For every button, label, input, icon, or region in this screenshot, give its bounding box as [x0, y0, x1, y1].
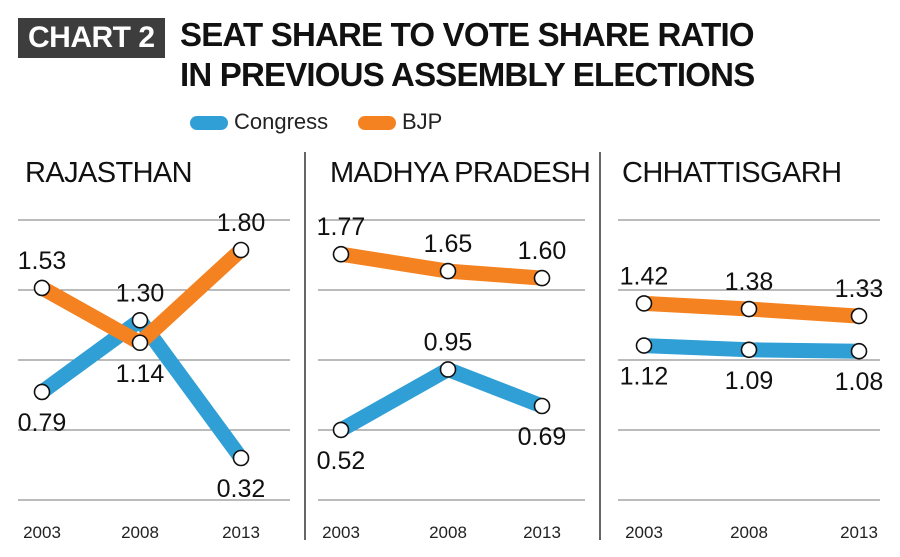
data-point-rajasthan-bjp-2013 [232, 241, 250, 259]
data-label-madhya-pradesh-bjp-2013: 1.60 [518, 237, 567, 265]
data-point-madhya-pradesh-bjp-2003 [332, 245, 350, 263]
x-tick-label-madhya-pradesh-2003: 2003 [322, 523, 360, 542]
data-point-rajasthan-bjp-2008 [131, 334, 149, 352]
data-label-madhya-pradesh-bjp-2008: 1.65 [424, 230, 473, 258]
data-label-rajasthan-congress-2003: 0.79 [18, 409, 67, 437]
legend-label-congress: Congress [234, 109, 329, 134]
legend-swatch-congress [190, 116, 228, 130]
data-point-chhattisgarh-congress-2003 [635, 337, 653, 354]
data-point-madhya-pradesh-congress-2008 [439, 361, 457, 378]
data-point-chhattisgarh-bjp-2003 [635, 295, 653, 312]
x-tick-label-madhya-pradesh-2008: 2008 [429, 523, 467, 542]
data-point-madhya-pradesh-congress-2003 [332, 421, 350, 439]
panel-title-madhya-pradesh: MADHYA PRADESH [330, 157, 590, 189]
data-point-rajasthan-congress-2008 [131, 311, 149, 329]
data-label-chhattisgarh-bjp-2013: 1.33 [835, 275, 884, 303]
chart-title-line-1: SEAT SHARE TO VOTE SHARE RATIO [180, 16, 755, 53]
x-tick-label-madhya-pradesh-2013: 2013 [523, 523, 561, 542]
data-label-chhattisgarh-bjp-2008: 1.38 [725, 268, 774, 296]
data-label-madhya-pradesh-congress-2003: 0.52 [317, 447, 366, 475]
data-label-rajasthan-bjp-2008: 1.14 [116, 360, 165, 388]
panel-title-chhattisgarh: CHHATTISGARH [622, 157, 841, 189]
data-point-rajasthan-congress-2013 [232, 449, 250, 467]
data-label-madhya-pradesh-congress-2008: 0.95 [424, 328, 473, 356]
data-label-chhattisgarh-bjp-2003: 1.42 [620, 262, 669, 290]
chart-number-badge: CHART 2 [18, 18, 165, 58]
series-line-madhya-pradesh-congress [333, 362, 550, 438]
data-point-madhya-pradesh-bjp-2008 [439, 262, 457, 280]
x-tick-label-chhattisgarh-2013: 2013 [840, 523, 878, 542]
x-tick-label-chhattisgarh-2008: 2008 [730, 523, 768, 542]
panel-title-rajasthan: RAJASTHAN [25, 157, 192, 189]
data-label-rajasthan-bjp-2003: 1.53 [18, 247, 67, 275]
data-label-chhattisgarh-congress-2013: 1.08 [835, 368, 884, 396]
data-label-chhattisgarh-congress-2003: 1.12 [620, 363, 669, 391]
data-label-rajasthan-bjp-2013: 1.80 [217, 209, 266, 237]
data-point-chhattisgarh-bjp-2008 [740, 300, 758, 318]
chart-title-line-2: IN PREVIOUS ASSEMBLY ELECTIONS [180, 56, 755, 93]
data-label-rajasthan-congress-2008: 1.30 [116, 279, 165, 307]
data-label-madhya-pradesh-congress-2013: 0.69 [518, 423, 567, 451]
x-tick-label-chhattisgarh-2003: 2003 [625, 523, 663, 542]
data-point-rajasthan-bjp-2003 [33, 279, 51, 297]
data-point-chhattisgarh-bjp-2013 [850, 307, 868, 325]
data-label-chhattisgarh-congress-2008: 1.09 [725, 367, 774, 395]
data-label-rajasthan-congress-2013: 0.32 [217, 475, 266, 503]
data-point-chhattisgarh-congress-2013 [850, 342, 868, 360]
x-tick-label-rajasthan-2003: 2003 [23, 523, 61, 542]
legend-label-bjp: BJP [402, 109, 443, 134]
chart-title: SEAT SHARE TO VOTE SHARE RATIO IN PREVIO… [180, 15, 880, 95]
data-point-madhya-pradesh-congress-2013 [533, 397, 551, 415]
x-tick-label-rajasthan-2008: 2008 [121, 523, 159, 542]
data-point-rajasthan-congress-2003 [33, 383, 51, 401]
data-label-madhya-pradesh-bjp-2003: 1.77 [317, 213, 366, 241]
legend-swatch-bjp [358, 116, 396, 130]
x-tick-label-rajasthan-2013: 2013 [222, 523, 260, 542]
data-point-madhya-pradesh-bjp-2013 [533, 269, 551, 287]
data-point-chhattisgarh-congress-2008 [740, 341, 758, 359]
